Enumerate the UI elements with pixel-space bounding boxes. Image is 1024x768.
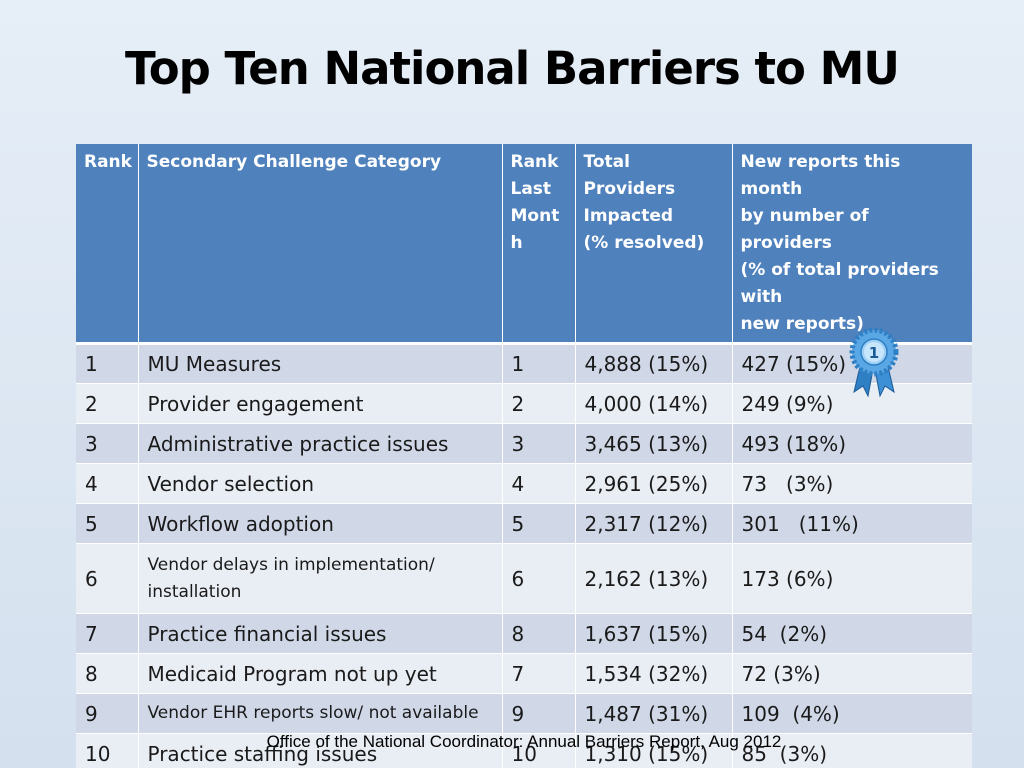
cell-total: 1,310 (15%) <box>575 733 733 768</box>
cell-new-reports: 54 (2%) <box>732 613 972 654</box>
cell-rank-last-month: 1 <box>502 343 576 384</box>
cell-total: 2,961 (25%) <box>575 463 733 504</box>
cell-rank-last-month: 9 <box>502 693 576 734</box>
table-row: 5 Workflow adoption 5 2,317 (12%) 301 (1… <box>76 503 972 544</box>
cell-total: 2,317 (12%) <box>575 503 733 544</box>
cell-total: 1,534 (32%) <box>575 653 733 694</box>
table-row: 1 MU Measures 1 4,888 (15%) 427 (15%) <box>76 343 972 384</box>
slide-title: Top Ten National Barriers to MU <box>125 42 900 95</box>
cell-new-reports: 493 (18%) <box>732 423 972 464</box>
table-row: 7 Practice financial issues 8 1,637 (15%… <box>76 613 972 654</box>
cell-rank-last-month: 6 <box>502 543 576 614</box>
cell-rank-last-month: 4 <box>502 463 576 504</box>
cell-total: 1,487 (31%) <box>575 693 733 734</box>
cell-category: Workflow adoption <box>138 503 503 544</box>
cell-rank-last-month: 3 <box>502 423 576 464</box>
cell-category: Vendor delays in implementation/ install… <box>138 543 503 614</box>
table-row: 9 Vendor EHR reports slow/ not available… <box>76 693 972 734</box>
table-row: 6 Vendor delays in implementation/ insta… <box>76 543 972 614</box>
source-citation: Office of the National Coordinator: Annu… <box>266 732 782 751</box>
cell-total: 3,465 (13%) <box>575 423 733 464</box>
cell-new-reports: 72 (3%) <box>732 653 972 694</box>
table-row: 4 Vendor selection 4 2,961 (25%) 73 (3%) <box>76 463 972 504</box>
table-row: 10 Practice staffing issues 10 1,310 (15… <box>76 733 972 768</box>
header-total-providers: Total Providers Impacted (% resolved) <box>575 144 733 345</box>
cell-rank: 3 <box>76 423 139 464</box>
cell-category: Medicaid Program not up yet <box>138 653 503 694</box>
cell-total: 4,000 (14%) <box>575 383 733 424</box>
cell-rank: 2 <box>76 383 139 424</box>
award-ribbon-icon: 1 <box>849 328 899 398</box>
cell-rank: 8 <box>76 653 139 694</box>
header-category: Secondary Challenge Category <box>138 144 503 345</box>
table-header-row: Rank Secondary Challenge Category Rank L… <box>76 144 972 345</box>
cell-category: Vendor selection <box>138 463 503 504</box>
barriers-table: Rank Secondary Challenge Category Rank L… <box>76 144 972 768</box>
cell-new-reports: 109 (4%) <box>732 693 972 734</box>
cell-new-reports: 301 (11%) <box>732 503 972 544</box>
cell-total: 1,637 (15%) <box>575 613 733 654</box>
cell-rank-last-month: 10 <box>502 733 576 768</box>
cell-category: Provider engagement <box>138 383 503 424</box>
table-row: 8 Medicaid Program not up yet 7 1,534 (3… <box>76 653 972 694</box>
cell-total: 2,162 (13%) <box>575 543 733 614</box>
cell-category: Administrative practice issues <box>138 423 503 464</box>
header-rank-last-month: Rank Last Mont h <box>502 144 576 345</box>
cell-category: Practice financial issues <box>138 613 503 654</box>
header-new-reports: New reports this month by number of prov… <box>732 144 972 345</box>
cell-new-reports: 249 (9%) <box>732 383 972 424</box>
cell-rank-last-month: 7 <box>502 653 576 694</box>
cell-rank-last-month: 5 <box>502 503 576 544</box>
cell-rank: 6 <box>76 543 139 614</box>
table-row: 3 Administrative practice issues 3 3,465… <box>76 423 972 464</box>
cell-total: 4,888 (15%) <box>575 343 733 384</box>
cell-category: Vendor EHR reports slow/ not available <box>138 693 503 734</box>
cell-new-reports: 73 (3%) <box>732 463 972 504</box>
cell-category: Practice staffing issues <box>138 733 503 768</box>
cell-category: MU Measures <box>138 343 503 384</box>
cell-rank: 7 <box>76 613 139 654</box>
cell-rank: 5 <box>76 503 139 544</box>
table-row: 2 Provider engagement 2 4,000 (14%) 249 … <box>76 383 972 424</box>
header-rank: Rank <box>76 144 139 345</box>
cell-rank: 9 <box>76 693 139 734</box>
cell-rank: 10 <box>76 733 139 768</box>
cell-rank: 1 <box>76 343 139 384</box>
cell-rank: 4 <box>76 463 139 504</box>
cell-rank-last-month: 8 <box>502 613 576 654</box>
cell-new-reports: 173 (6%) <box>732 543 972 614</box>
cell-new-reports: 85 (3%) <box>732 733 972 768</box>
cell-rank-last-month: 2 <box>502 383 576 424</box>
ribbon-label: 1 <box>869 344 879 362</box>
